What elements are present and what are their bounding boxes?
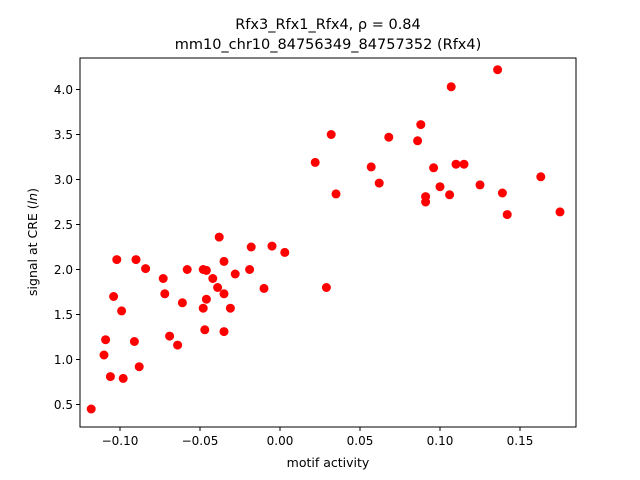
- plot-frame: [79, 57, 577, 428]
- data-point: [331, 189, 341, 199]
- y-axis-label-italic: ln: [25, 193, 40, 204]
- data-point: [131, 255, 141, 265]
- data-point: [497, 188, 507, 198]
- data-point: [384, 132, 394, 142]
- x-tick-label: 0.15: [507, 434, 534, 448]
- data-point: [182, 265, 192, 274]
- y-tick-label: 3.0: [54, 173, 73, 187]
- data-point: [117, 306, 127, 316]
- y-axis-label: signal at CRE (ln): [25, 188, 40, 296]
- data-point: [326, 130, 336, 139]
- y-axis-label-prefix: signal at CRE (: [25, 204, 40, 296]
- y-tick-label: 2.0: [54, 263, 73, 277]
- data-point: [173, 340, 183, 350]
- data-point: [201, 294, 211, 304]
- data-point: [536, 172, 546, 182]
- data-point: [109, 292, 119, 301]
- y-axis-label-suffix: ): [25, 188, 40, 193]
- x-tick-label: −0.05: [182, 434, 219, 448]
- data-point: [99, 350, 109, 360]
- data-point: [475, 180, 485, 190]
- data-point: [219, 327, 229, 337]
- chart-title-line-2: mm10_chr10_84756349_84757352 (Rfx4): [175, 37, 482, 53]
- data-point: [310, 157, 320, 167]
- y-tick-label: 2.5: [54, 218, 73, 232]
- data-point: [445, 190, 455, 200]
- x-tick-label: 0.00: [267, 434, 294, 448]
- data-point: [230, 269, 240, 279]
- data-point: [141, 264, 151, 274]
- data-point: [259, 283, 269, 293]
- data-point: [158, 274, 168, 283]
- x-tick-label: 0.05: [347, 434, 374, 448]
- data-point: [246, 242, 256, 252]
- data-point: [201, 265, 211, 275]
- data-point: [366, 162, 376, 172]
- data-point: [459, 159, 469, 169]
- data-point: [101, 335, 111, 345]
- x-axis-label: motif activity: [287, 455, 370, 470]
- x-axis-ticks: −0.10 −0.05 0.00 0.05 0.10 0.15: [102, 427, 534, 448]
- data-point: [321, 283, 331, 292]
- data-point: [219, 289, 229, 299]
- data-point: [118, 373, 128, 383]
- x-tick-label: 0.10: [427, 434, 454, 448]
- data-point: [129, 337, 139, 346]
- data-point: [451, 159, 461, 169]
- data-point: [208, 274, 218, 283]
- data-point: [413, 136, 423, 146]
- data-point: [446, 82, 456, 92]
- data-point: [435, 182, 445, 192]
- data-point: [416, 120, 426, 130]
- data-point: [502, 210, 512, 220]
- data-point: [493, 65, 503, 75]
- data-point: [555, 207, 565, 217]
- y-tick-label: 0.5: [54, 398, 73, 412]
- y-tick-label: 3.5: [54, 128, 73, 142]
- data-point: [280, 247, 290, 257]
- data-point: [225, 303, 235, 313]
- data-point: [374, 178, 384, 188]
- data-point: [165, 331, 175, 341]
- data-point: [105, 372, 115, 382]
- y-tick-label: 1.5: [54, 308, 73, 322]
- data-point: [219, 256, 229, 266]
- data-point: [198, 303, 208, 313]
- data-point: [267, 241, 277, 251]
- chart-title-line-1: Rfx3_Rfx1_Rfx4, ρ = 0.84: [235, 17, 421, 33]
- data-points: [86, 65, 565, 414]
- data-point: [213, 283, 223, 292]
- data-point: [177, 298, 187, 308]
- data-point: [245, 265, 255, 274]
- data-point: [200, 325, 210, 335]
- y-tick-label: 4.0: [54, 83, 73, 97]
- y-axis-ticks: 0.5 1.0 1.5 2.0 2.5 3.0 3.5 4.0: [54, 83, 80, 412]
- data-point: [160, 289, 170, 299]
- y-tick-label: 1.0: [54, 353, 73, 367]
- data-point: [214, 232, 224, 242]
- data-point: [112, 255, 122, 265]
- data-point: [134, 362, 144, 372]
- data-point: [86, 404, 96, 414]
- data-point: [429, 163, 439, 173]
- data-point: [421, 197, 431, 207]
- x-tick-label: −0.10: [102, 434, 139, 448]
